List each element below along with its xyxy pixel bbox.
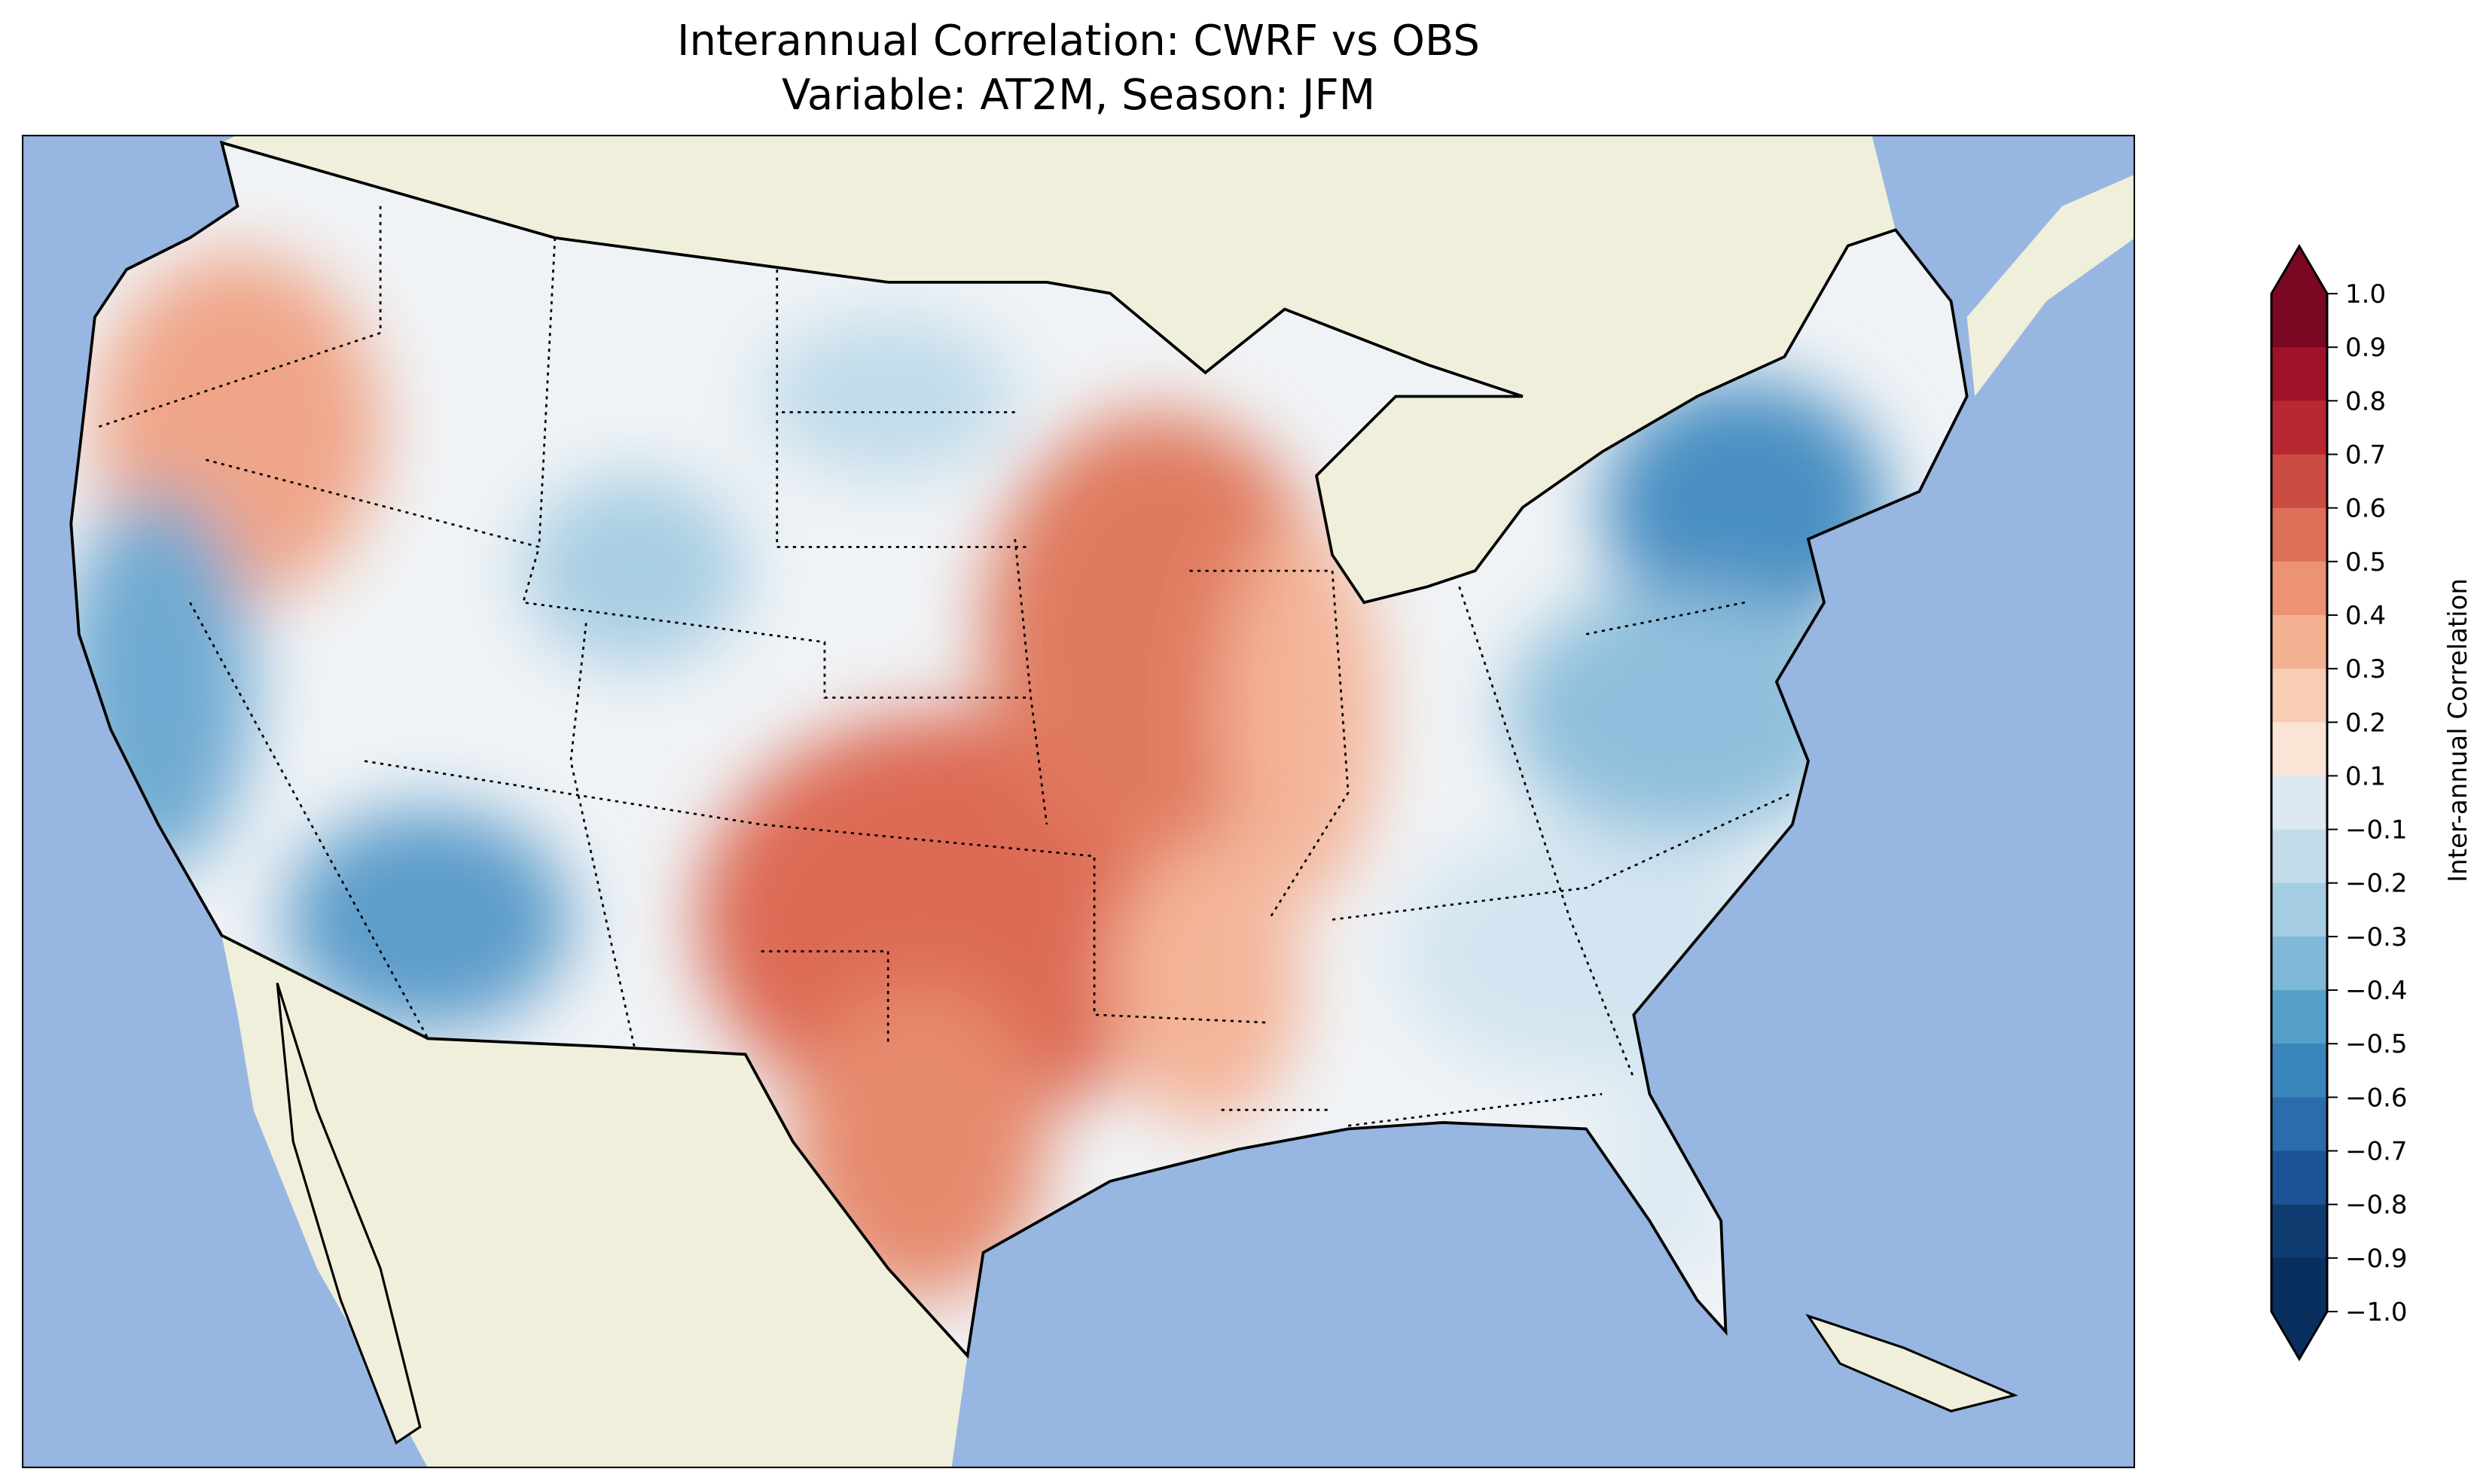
colorbar-tick-label: 0.6: [2345, 494, 2386, 524]
colorbar-swatch: [2271, 454, 2327, 509]
colorbar-swatch: [2271, 722, 2327, 776]
colorbar-tick-label: 0.4: [2345, 601, 2386, 631]
colorbar-tick-label: −0.4: [2345, 976, 2408, 1006]
colorbar-label: Inter-annual Correlation: [2443, 578, 2473, 882]
baja-peninsula: [276, 983, 422, 1445]
canada-maritimes: [1966, 174, 2135, 397]
colorbar-tick-label: 0.8: [2345, 386, 2386, 416]
colorbar-swatch: [2271, 1204, 2327, 1259]
colorbar-swatch: [2271, 1044, 2327, 1098]
colorbar-tick-label: −1.0: [2345, 1297, 2408, 1327]
colorbar-swatch: [2271, 882, 2327, 937]
colorbar-swatch: [2271, 294, 2327, 348]
colorbar-tick-label: −0.9: [2345, 1244, 2408, 1274]
cuba: [1805, 1313, 2018, 1412]
colorbar-tick-label: −0.8: [2345, 1190, 2408, 1220]
colorbar-swatch: [2271, 1150, 2327, 1205]
colorbar: 1.0 0.9 0.8 0.7 0.6 0.5 0.4 0.3 0.2 0.1 −0.1 −0.2 −0…: [2270, 244, 2473, 1361]
colorbar-swatch: [2271, 561, 2327, 616]
colorbar-tick-label: −0.1: [2345, 815, 2408, 846]
colorbar-tick-label: 0.1: [2345, 761, 2386, 791]
correlation-map: [22, 135, 2135, 1468]
colorbar-swatch: [2271, 347, 2327, 401]
chart-subtitle: Variable: AT2M, Season: JFM: [781, 71, 1376, 120]
colorbar-tick-label: −0.5: [2345, 1029, 2408, 1059]
colorbar-swatch: [2271, 1097, 2327, 1152]
colorbar-tick-label: −0.3: [2345, 922, 2408, 952]
colorbar-tick-label: 0.2: [2345, 708, 2386, 738]
colorbar-swatch: [2271, 829, 2327, 884]
colorbar-swatch: [2271, 990, 2327, 1044]
colorbar-extend-min: [2271, 1312, 2327, 1359]
state-borders: [94, 206, 1793, 1127]
colorbar-tick-label: 0.3: [2345, 654, 2386, 684]
colorbar-tick-label: 0.5: [2345, 547, 2386, 577]
colorbar-swatch: [2271, 936, 2327, 991]
colorbar-tick-label: −0.7: [2345, 1137, 2408, 1167]
colorbar-extend-max: [2271, 246, 2327, 294]
colorbar-swatch: [2271, 507, 2327, 562]
colorbar-swatch: [2271, 776, 2327, 830]
colorbar-tick-label: 0.7: [2345, 440, 2386, 470]
colorbar-swatch: [2271, 1257, 2327, 1312]
colorbar-tick-label: −0.6: [2345, 1083, 2408, 1113]
colorbar-swatch: [2271, 614, 2327, 669]
colorbar-tick-label: 0.9: [2345, 333, 2386, 363]
chart-title: Interannual Correlation: CWRF vs OBS: [677, 17, 1480, 66]
colorbar-tick-label: −0.2: [2345, 869, 2408, 899]
mexico-land: [221, 935, 968, 1468]
correlation-field: [71, 142, 1967, 1356]
colorbar-tick-label: 1.0: [2345, 279, 2386, 309]
colorbar-swatch: [2271, 669, 2327, 723]
colorbar-swatch: [2271, 401, 2327, 455]
canada-land: [221, 135, 1896, 603]
